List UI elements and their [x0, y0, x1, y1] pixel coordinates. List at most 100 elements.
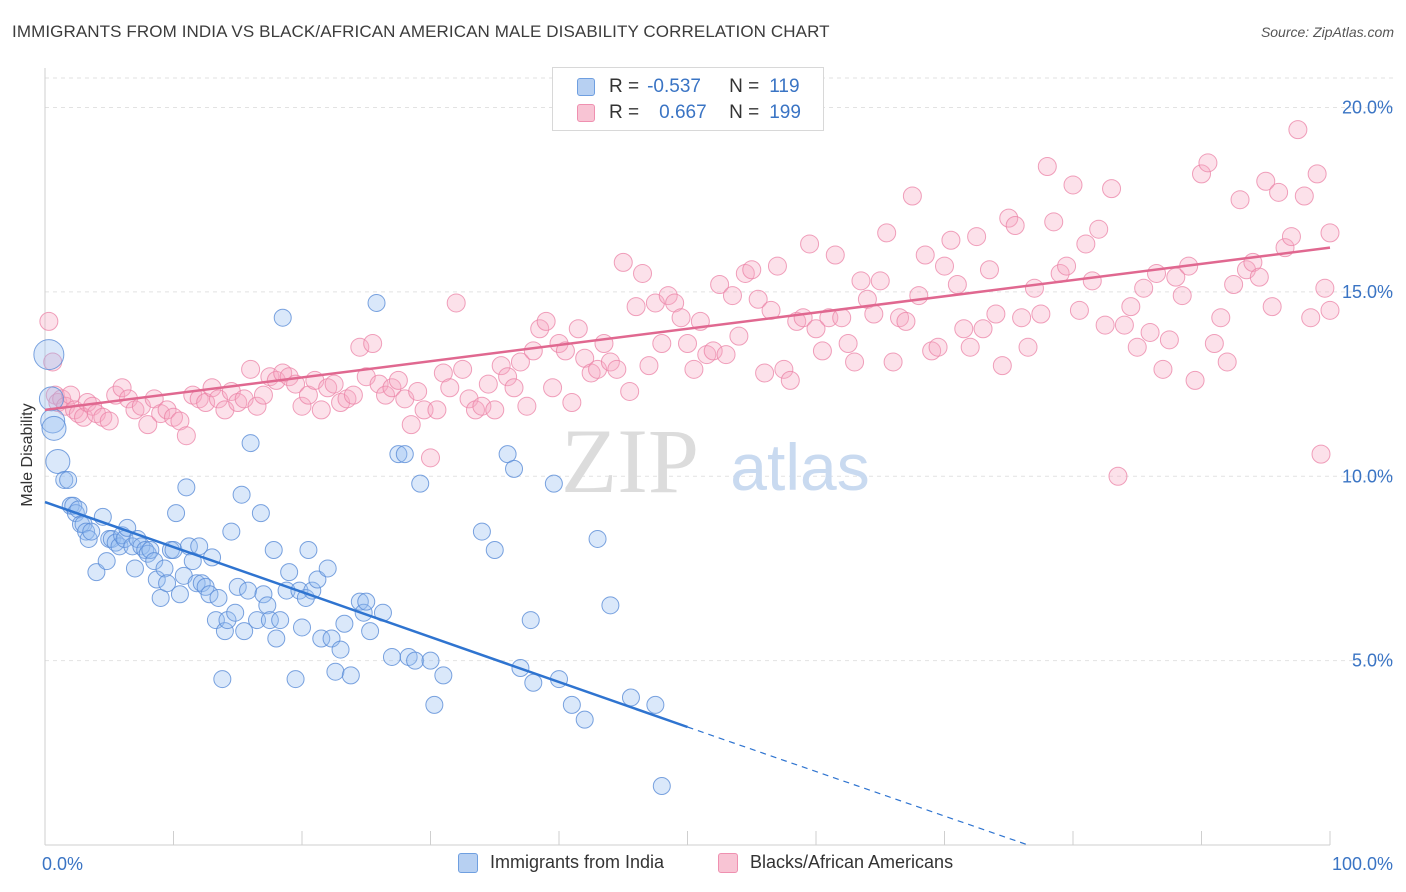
data-point-black: [247, 396, 267, 416]
data-point-india: [562, 695, 581, 714]
data-point-black: [1211, 308, 1231, 328]
data-point-black: [1269, 182, 1289, 202]
data-point-india: [258, 596, 277, 615]
data-point-india: [79, 529, 98, 548]
data-point-india: [406, 651, 425, 670]
correlation-legend: R = -0.537 N = 119 R = 0.667 N = 199: [552, 67, 824, 131]
data-point-india: [125, 559, 144, 578]
data-point-black: [1121, 297, 1141, 317]
data-point-india: [350, 592, 369, 611]
data-point-black: [318, 378, 338, 398]
data-point-black: [408, 381, 428, 401]
data-point-black: [1192, 164, 1211, 184]
data-point-black: [324, 374, 344, 394]
data-point-black: [1127, 337, 1147, 357]
zipatlas-watermark: ZIP atlas: [561, 410, 870, 512]
data-point-black: [138, 415, 158, 435]
data-point-india: [82, 522, 101, 541]
data-point-black: [1005, 216, 1025, 235]
data-point-black: [947, 275, 967, 294]
y-tick-label: 10.0%: [1342, 466, 1393, 486]
data-point-black: [376, 385, 396, 405]
data-point-india: [141, 541, 160, 559]
legend-row-black: R = 0.667 N = 199: [577, 101, 801, 125]
data-point-black: [543, 378, 563, 398]
data-point-black: [735, 263, 755, 283]
data-point-india: [395, 445, 414, 464]
data-point-black: [954, 319, 974, 339]
data-point-india: [411, 474, 430, 493]
data-point-black: [1320, 223, 1340, 243]
data-point-black: [369, 374, 389, 394]
x-tick-label-start: 0.0%: [42, 854, 83, 874]
data-point-india: [241, 434, 260, 453]
data-point-black: [922, 341, 942, 361]
chart-title: IMMIGRANTS FROM INDIA VS BLACK/AFRICAN A…: [12, 22, 830, 41]
data-point-india: [382, 647, 401, 666]
data-point-black: [440, 378, 460, 398]
data-point-black: [883, 352, 903, 372]
data-point-india: [200, 585, 219, 604]
data-point-black: [1294, 186, 1314, 206]
data-point-india: [232, 485, 251, 504]
data-point-black: [1012, 308, 1032, 328]
data-point-black: [620, 381, 640, 401]
data-point-black: [1288, 120, 1308, 140]
data-point-black: [61, 385, 81, 405]
data-point-black: [896, 311, 916, 331]
data-point-india: [331, 640, 350, 659]
data-point-black: [292, 396, 312, 416]
data-point-india: [425, 695, 444, 714]
data-point-black: [157, 400, 177, 420]
data-point-black: [530, 319, 550, 339]
data-point-black: [1114, 315, 1134, 335]
data-point-black: [343, 385, 363, 405]
bottom-legend-india-label: Immigrants from India: [490, 852, 665, 872]
data-point-black: [176, 426, 196, 446]
y-tick-label: 5.0%: [1352, 651, 1393, 671]
data-point-black: [427, 400, 447, 420]
data-point-india: [357, 592, 376, 611]
data-point-india: [38, 386, 64, 412]
data-point-india: [222, 522, 241, 541]
data-point-black: [845, 352, 865, 372]
data-point-india: [485, 541, 504, 559]
data-point-india: [215, 622, 234, 641]
data-point-black: [600, 352, 620, 372]
data-point-india: [308, 570, 327, 589]
data-point-black: [562, 393, 582, 412]
data-point-india: [248, 611, 267, 630]
legend-n-value: 119: [769, 76, 800, 97]
data-point-black: [1204, 334, 1224, 353]
data-point-black: [1262, 297, 1282, 317]
data-point-black: [568, 319, 588, 339]
data-point-black: [1256, 171, 1276, 191]
data-point-black: [1249, 267, 1269, 287]
legend-n-label: N =: [729, 76, 760, 97]
data-point-india: [544, 474, 563, 493]
data-point-india: [45, 449, 71, 474]
data-point-black: [478, 374, 498, 394]
data-point-india: [318, 559, 337, 578]
data-point-black: [697, 345, 717, 365]
data-point-india: [389, 445, 408, 464]
data-point-black: [1159, 330, 1179, 350]
watermark-zip: ZIP: [561, 410, 699, 512]
data-point-india: [264, 541, 283, 559]
data-point-india: [177, 478, 196, 497]
data-point-india: [646, 695, 665, 714]
data-point-black: [1311, 444, 1331, 464]
data-point-black: [960, 337, 980, 357]
data-point-black: [1069, 300, 1089, 320]
data-point-black: [1044, 212, 1064, 232]
data-point-black: [1230, 190, 1250, 210]
data-point-black: [870, 271, 890, 291]
data-point-india: [228, 577, 247, 596]
data-point-india: [472, 522, 491, 541]
data-point-black: [1307, 164, 1327, 184]
legend-r-label: R =: [609, 76, 640, 97]
data-point-black: [851, 271, 871, 291]
data-point-black: [485, 400, 505, 420]
data-point-india: [218, 611, 237, 630]
legend-swatch-black: [577, 104, 595, 122]
